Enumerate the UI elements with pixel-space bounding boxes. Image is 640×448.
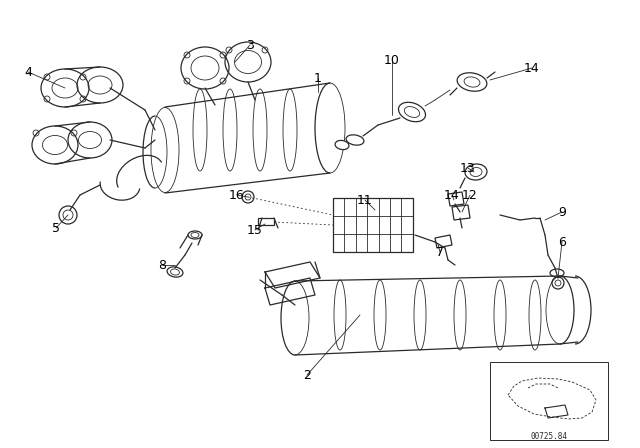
Text: 13: 13 — [460, 161, 476, 175]
Text: 4: 4 — [24, 65, 32, 78]
Text: 7: 7 — [436, 246, 444, 258]
Text: 6: 6 — [558, 236, 566, 249]
Ellipse shape — [167, 267, 183, 277]
Text: 9: 9 — [558, 206, 566, 219]
Ellipse shape — [399, 102, 426, 122]
Text: 14: 14 — [524, 61, 540, 74]
Bar — [490, 362, 608, 440]
Text: 1: 1 — [314, 72, 322, 85]
Polygon shape — [333, 198, 413, 252]
Text: 00725.84: 00725.84 — [531, 431, 568, 440]
Ellipse shape — [457, 73, 487, 91]
Text: 5: 5 — [52, 221, 60, 234]
Polygon shape — [452, 205, 470, 220]
Text: 12: 12 — [462, 189, 478, 202]
Polygon shape — [435, 235, 452, 248]
Text: 16: 16 — [229, 189, 245, 202]
Ellipse shape — [346, 135, 364, 145]
Text: 2: 2 — [303, 369, 311, 382]
Text: 11: 11 — [357, 194, 373, 207]
Text: 14: 14 — [444, 189, 460, 202]
Ellipse shape — [550, 269, 564, 277]
Ellipse shape — [335, 140, 349, 150]
Polygon shape — [258, 218, 274, 225]
Polygon shape — [448, 192, 464, 206]
Text: 10: 10 — [384, 53, 400, 66]
Ellipse shape — [465, 164, 487, 180]
Text: 3: 3 — [246, 39, 254, 52]
Text: 8: 8 — [158, 258, 166, 271]
Text: 15: 15 — [247, 224, 263, 237]
